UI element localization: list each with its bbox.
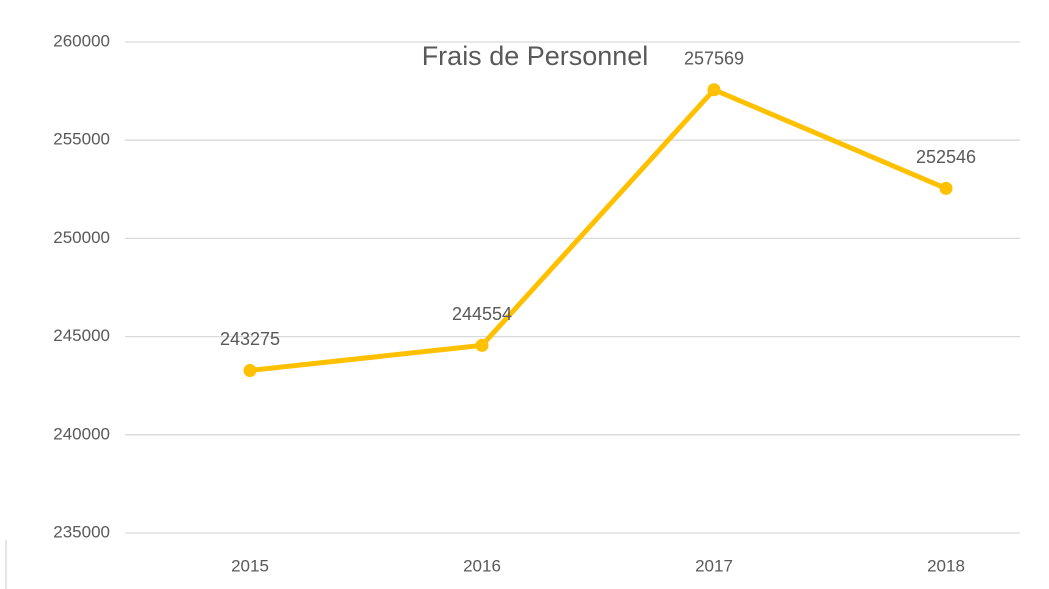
data-line bbox=[249, 87, 947, 373]
data-label: 243275 bbox=[220, 329, 280, 349]
data-point bbox=[939, 181, 953, 195]
x-tick-label: 2018 bbox=[927, 556, 965, 575]
data-label: 252546 bbox=[916, 147, 976, 167]
y-tick-label: 255000 bbox=[53, 130, 110, 149]
y-tick-label: 260000 bbox=[53, 31, 110, 50]
x-tick-label: 2016 bbox=[463, 556, 501, 575]
grid bbox=[125, 41, 1020, 534]
data-label: 257569 bbox=[684, 48, 744, 68]
y-tick-label: 250000 bbox=[53, 228, 110, 247]
chart-title: Frais de Personnel bbox=[422, 41, 649, 71]
data-point bbox=[475, 338, 489, 352]
data-point bbox=[243, 363, 257, 377]
data-label: 244554 bbox=[452, 304, 512, 324]
x-tick-label: 2015 bbox=[231, 556, 269, 575]
x-tick-label: 2017 bbox=[695, 556, 733, 575]
data-point bbox=[707, 83, 721, 97]
y-tick-label: 240000 bbox=[53, 424, 110, 443]
y-tick-label: 235000 bbox=[53, 522, 110, 541]
y-tick-label: 245000 bbox=[53, 326, 110, 345]
